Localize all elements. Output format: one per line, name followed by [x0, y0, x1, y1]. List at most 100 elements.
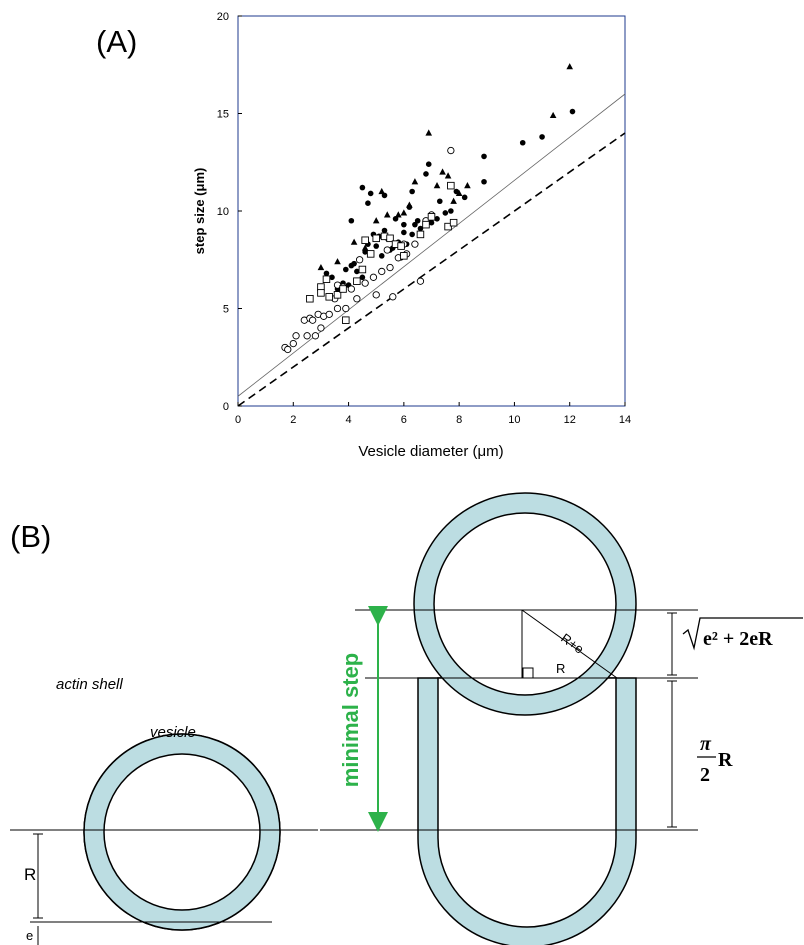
y-tick-label: 5	[223, 304, 229, 316]
point-open-square	[342, 316, 350, 324]
point-open-circle	[289, 339, 297, 348]
point-open-circle	[416, 277, 425, 285]
point-open-circle	[284, 345, 292, 354]
point-open-circle	[383, 246, 391, 254]
point-filled-circle	[425, 161, 432, 167]
scatter-chart: 0 2 4 6 8 10 12 14 0 5 10 15 20 Vesicle diameter (μ…	[192, 11, 631, 460]
point-open-circle	[308, 316, 317, 324]
sqrt-radical	[682, 617, 803, 651]
point-filled-circle	[348, 217, 355, 224]
fraction-denominator: 2	[700, 764, 710, 786]
point-filled-circle	[436, 198, 443, 205]
point-open-square	[447, 181, 455, 190]
point-open-square	[325, 293, 333, 301]
reference-lines	[237, 93, 626, 407]
point-filled-circle	[412, 221, 418, 228]
u-shell-inner	[437, 677, 617, 928]
point-open-square	[358, 265, 367, 274]
x-tick-label: 12	[564, 414, 576, 426]
point-filled-circle	[539, 134, 545, 140]
point-open-square	[416, 230, 425, 239]
y-tick-label: 0	[223, 401, 229, 413]
point-filled-triangle	[439, 168, 446, 175]
panel-b-label: (B)	[10, 519, 51, 554]
point-open-circle	[372, 291, 380, 299]
point-filled-circle	[519, 139, 526, 146]
point-filled-triangle	[450, 197, 457, 204]
x-axis-title: Vesicle diameter (μm)	[358, 443, 503, 460]
sqrt-formula-text: e² + 2eR	[703, 628, 773, 650]
x-tick-label: 4	[346, 414, 352, 426]
point-open-circle	[342, 304, 350, 313]
point-open-square	[322, 275, 331, 284]
r-label: R	[24, 865, 36, 884]
e-label: e	[26, 928, 33, 943]
plot-frame	[237, 15, 626, 407]
point-filled-circle	[381, 227, 388, 234]
point-filled-circle	[359, 184, 366, 191]
y-tick-label: 20	[217, 11, 229, 23]
point-open-circle	[378, 267, 386, 276]
pi-formula-r: R	[718, 749, 733, 771]
point-open-square	[361, 236, 369, 244]
pi-formula: π 2 R	[697, 733, 733, 786]
point-filled-triangle	[411, 178, 419, 185]
point-open-circle	[325, 310, 333, 318]
point-filled-circle	[417, 225, 424, 232]
point-open-circle	[333, 304, 342, 313]
point-filled-circle	[365, 200, 371, 206]
point-filled-triangle	[334, 258, 341, 265]
point-open-circle	[311, 332, 320, 340]
point-open-circle	[411, 240, 419, 248]
point-filled-triangle	[372, 217, 380, 224]
x-tick-label: 14	[619, 414, 631, 426]
x-axis-ticks: 0 2 4 6 8 10 12 14	[235, 402, 631, 426]
point-filled-circle	[354, 268, 360, 275]
right-angle-marker	[522, 667, 534, 679]
left-dimensions	[10, 829, 318, 945]
y-axis-title: step size (μm)	[192, 168, 207, 255]
point-filled-triangle	[406, 201, 413, 208]
point-filled-circle	[409, 231, 415, 238]
point-filled-circle	[367, 190, 374, 197]
pi-symbol: π	[700, 733, 712, 755]
point-filled-triangle	[383, 211, 391, 218]
left-shell-outline	[83, 733, 281, 931]
right-dimensions	[320, 609, 698, 831]
point-open-square	[400, 252, 408, 260]
top-vesicle-inner	[433, 512, 617, 696]
point-open-square	[353, 277, 361, 285]
point-open-circle	[386, 263, 394, 272]
actin-shell-label: actin shell	[56, 676, 123, 693]
point-filled-triangle	[317, 263, 325, 271]
sqrt-formula: e² + 2eR	[682, 617, 803, 651]
point-filled-triangle	[566, 63, 574, 70]
point-filled-triangle	[549, 111, 557, 119]
point-filled-circle	[423, 171, 429, 177]
point-open-square	[422, 220, 430, 229]
y-axis-ticks: 0 5 10 15 20	[217, 11, 242, 413]
point-open-square	[306, 295, 314, 303]
point-filled-triangle	[425, 129, 433, 136]
point-filled-triangle	[361, 244, 369, 251]
hypotenuse	[521, 609, 618, 679]
y-tick-label: 10	[217, 206, 229, 218]
point-filled-triangle	[455, 189, 463, 197]
point-filled-circle	[448, 208, 454, 214]
point-filled-triangle	[400, 209, 408, 216]
point-filled-triangle	[433, 182, 441, 189]
point-filled-circle	[442, 210, 449, 216]
dashed-reference-line	[237, 132, 626, 407]
point-filled-circle	[343, 266, 349, 273]
point-filled-circle	[481, 153, 487, 160]
point-filled-triangle	[378, 187, 386, 195]
point-filled-circle	[414, 217, 421, 224]
point-filled-circle	[434, 216, 440, 222]
point-open-circle	[361, 279, 369, 287]
point-open-circle	[347, 285, 355, 293]
x-tick-label: 2	[290, 414, 296, 426]
left-vesicle-inner	[103, 753, 261, 911]
r-label-right: R	[556, 661, 565, 676]
point-open-square	[397, 242, 405, 250]
